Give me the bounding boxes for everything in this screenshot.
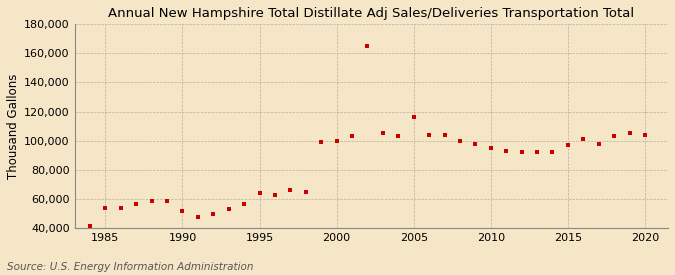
Y-axis label: Thousand Gallons: Thousand Gallons (7, 73, 20, 179)
Title: Annual New Hampshire Total Distillate Adj Sales/Deliveries Transportation Total: Annual New Hampshire Total Distillate Ad… (108, 7, 634, 20)
Text: Source: U.S. Energy Information Administration: Source: U.S. Energy Information Administ… (7, 262, 253, 272)
